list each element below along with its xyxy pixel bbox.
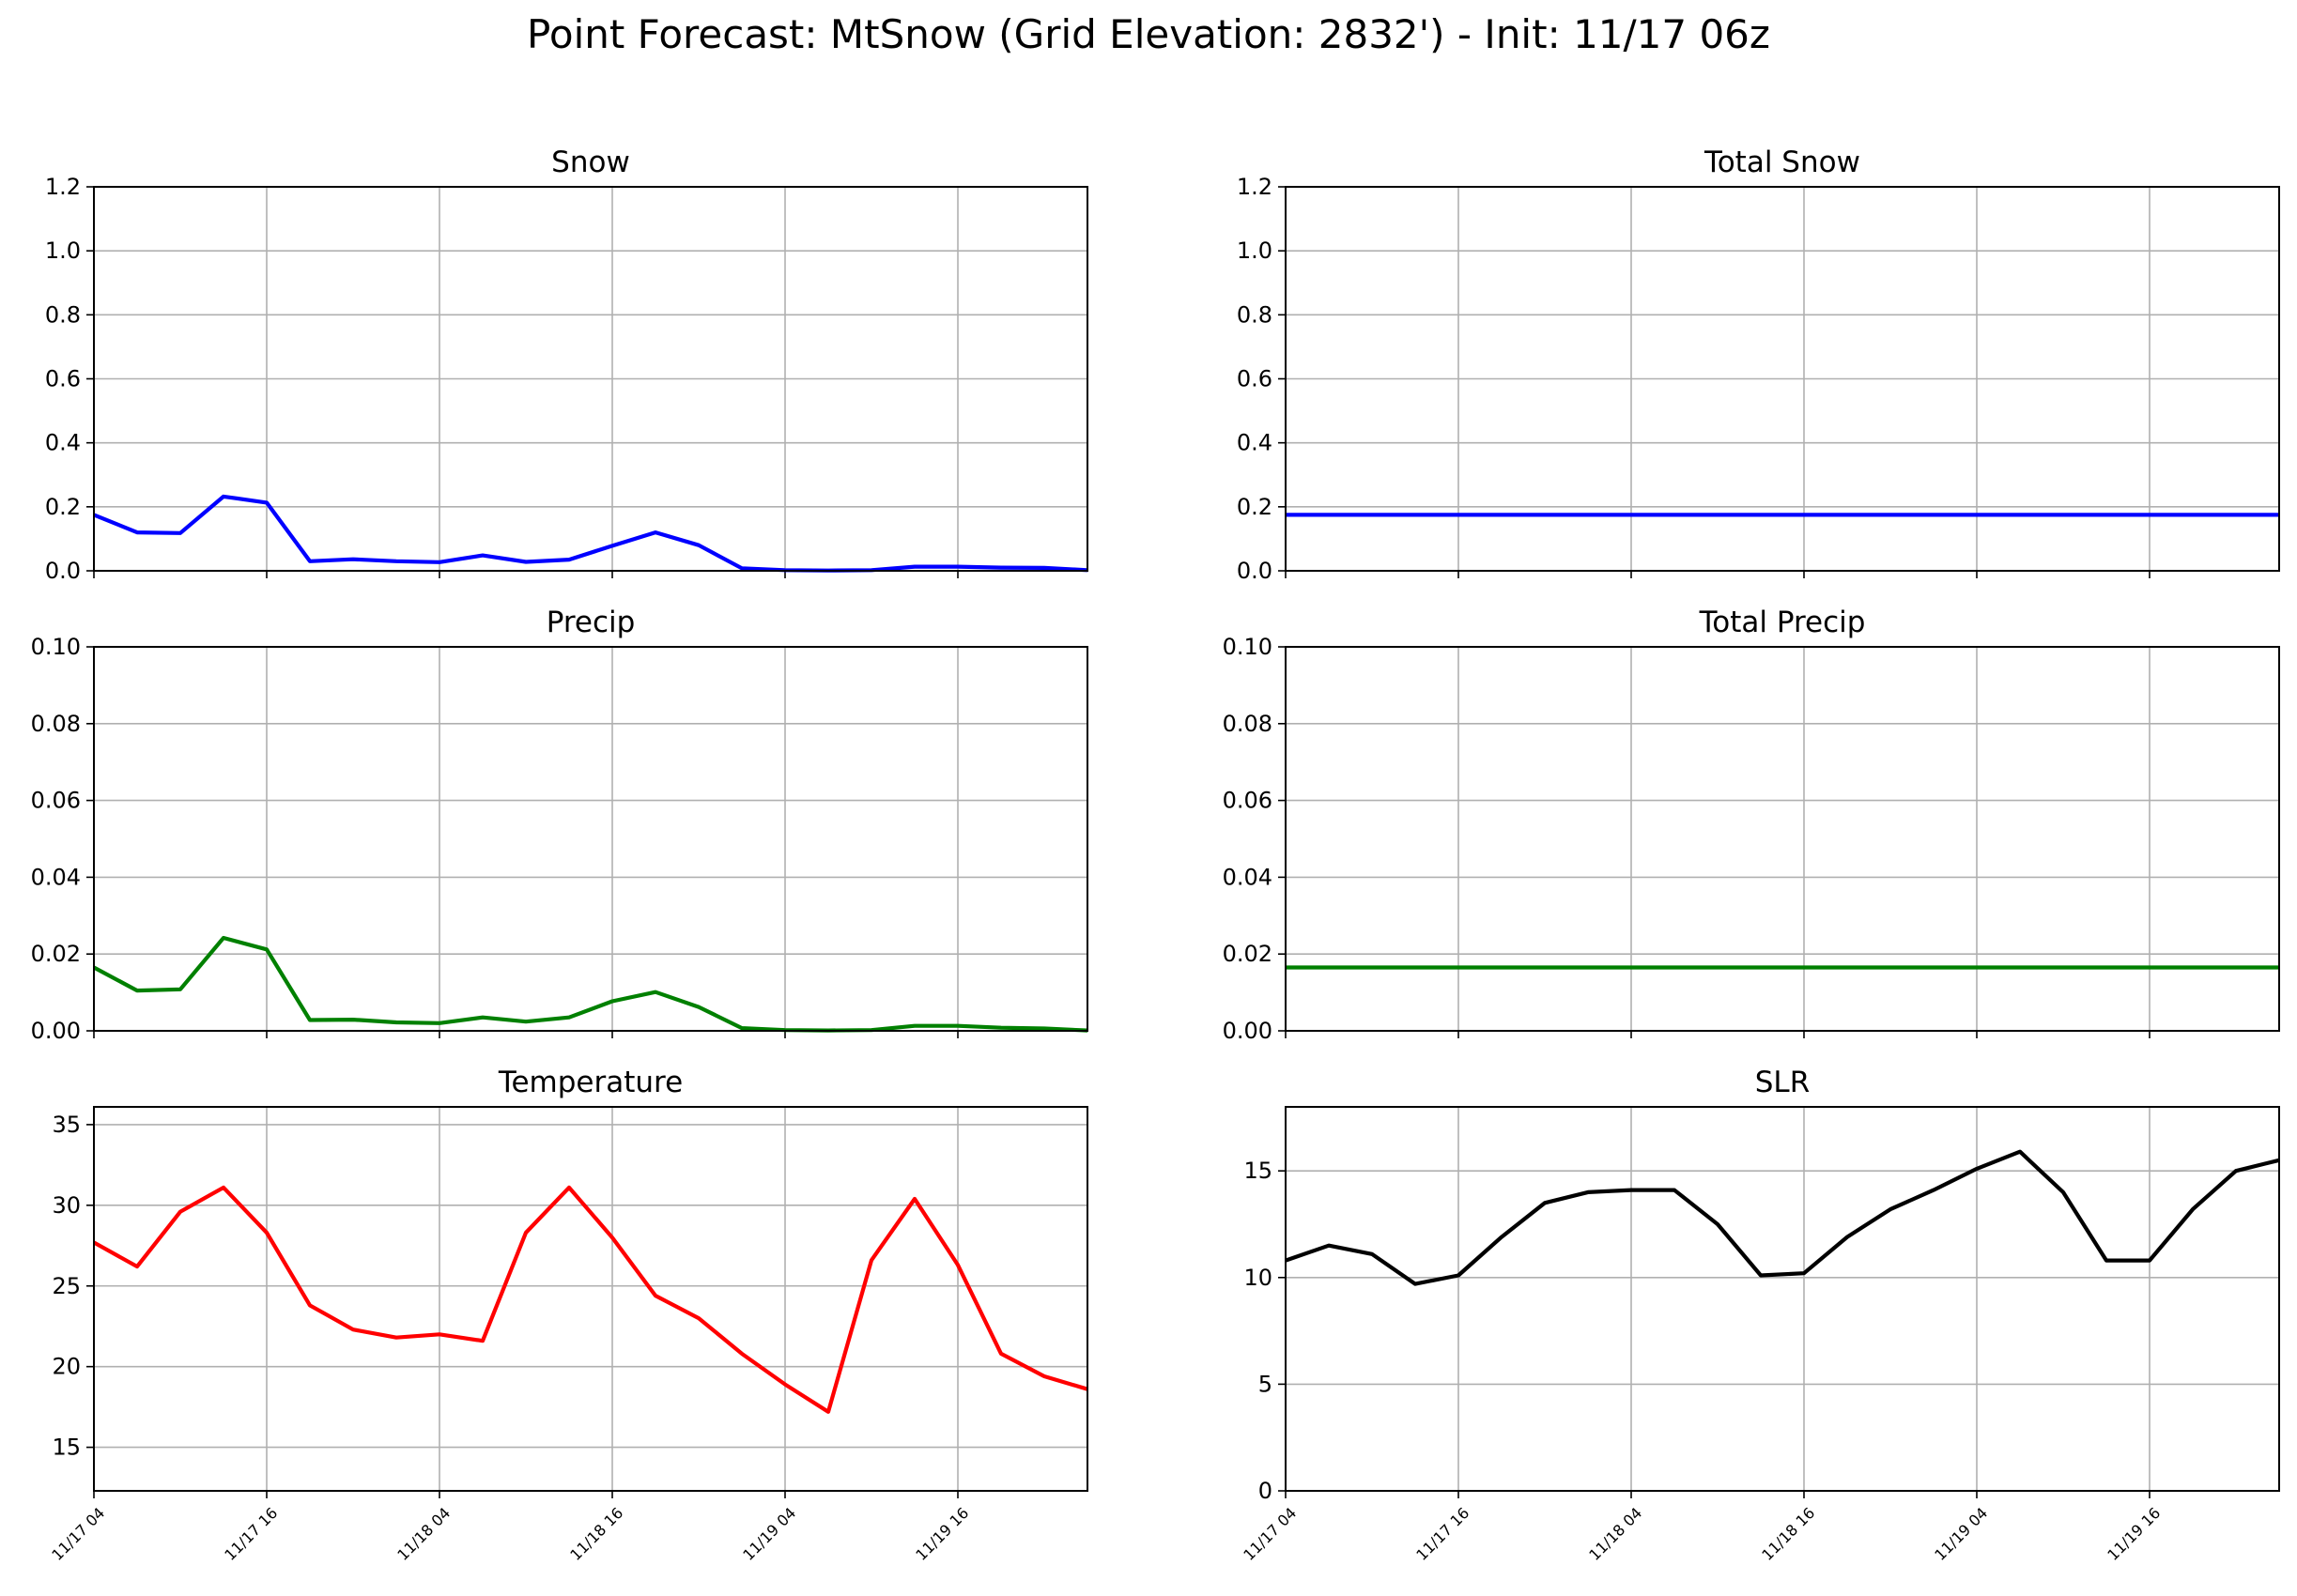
x-tick-label: 11/19 16 <box>2104 1504 2164 1564</box>
y-tick-label: 5 <box>1258 1371 1272 1397</box>
series-line-precip <box>93 935 1088 1033</box>
axes-frame <box>93 1106 1088 1492</box>
y-tick-label: 30 <box>52 1192 81 1219</box>
x-tick-label: 11/17 04 <box>1240 1504 1300 1564</box>
y-tick-label: 0.8 <box>45 301 81 328</box>
y-tick-label: 0.04 <box>31 864 81 890</box>
panel-total-precip: Total Precip 0.00 0.02 0.04 0.06 0.08 0.10 <box>1223 606 2280 1044</box>
y-tick-label: 0.06 <box>1223 788 1272 814</box>
series-line-temperature <box>92 1185 1088 1414</box>
panel-title: Total Precip <box>1699 606 1866 639</box>
x-tick-label: 11/17 04 <box>48 1504 108 1564</box>
y-tick-label: 15 <box>1243 1158 1272 1184</box>
y-tick-label: 0.4 <box>45 430 81 456</box>
y-tick-label: 0.10 <box>1223 634 1272 660</box>
panel-snow: Snow 0.0 0.2 0.4 0.6 0.8 1.0 1.2 <box>45 146 1088 584</box>
x-tick-label: 11/18 04 <box>1585 1504 1645 1564</box>
y-tick-label: 1.0 <box>45 238 81 264</box>
y-tick-label: 15 <box>52 1435 81 1461</box>
y-tick-label: 1.2 <box>1237 174 1272 200</box>
panel-title: Total Snow <box>1703 146 1860 179</box>
y-tick-label: 20 <box>52 1354 81 1380</box>
x-tick-label: 11/19 04 <box>1931 1504 1991 1564</box>
series-line-snow <box>93 494 1088 573</box>
figure-title: Point Forecast: MtSnow (Grid Elevation: … <box>527 11 1770 57</box>
panel-temperature: Temperature 15 20 25 30 35 11/17 04 11/17 16 11/… <box>48 1066 1088 1564</box>
axes-frame <box>1285 646 2280 1032</box>
panel-title: SLR <box>1755 1066 1811 1099</box>
axes-frame <box>93 646 1088 1032</box>
y-tick-label: 0.10 <box>31 634 81 660</box>
y-tick-label: 0.02 <box>1223 941 1272 967</box>
y-tick-label: 0.8 <box>1237 301 1272 328</box>
panel-title: Temperature <box>498 1066 683 1099</box>
axes-frame <box>1285 186 2280 572</box>
y-tick-label: 0.02 <box>31 941 81 967</box>
y-tick-label: 0.0 <box>45 558 81 584</box>
y-tick-label: 0.4 <box>1237 430 1272 456</box>
axes-frame <box>1285 1106 2280 1492</box>
y-tick-label: 0.08 <box>31 711 81 737</box>
x-tick-label: 11/17 16 <box>221 1504 281 1564</box>
y-tick-label: 0.6 <box>45 366 81 392</box>
y-tick-label: 0.04 <box>1223 864 1272 890</box>
y-tick-label: 0.0 <box>1237 558 1272 584</box>
series-line-slr <box>1285 1149 2280 1286</box>
panel-title: Snow <box>551 146 630 179</box>
y-tick-label: 1.2 <box>45 174 81 200</box>
axes-frame <box>93 186 1088 572</box>
y-tick-label: 10 <box>1243 1265 1272 1291</box>
y-tick-label: 0.2 <box>1237 494 1272 520</box>
y-tick-label: 25 <box>52 1273 81 1299</box>
y-tick-label: 0.2 <box>45 494 81 520</box>
y-tick-label: 0 <box>1258 1478 1272 1504</box>
x-tick-label: 11/18 16 <box>1758 1504 1818 1564</box>
panel-slr: SLR 0 5 10 15 11/17 04 11/17 16 11/18 04 11/18 1… <box>1240 1066 2280 1564</box>
x-tick-label: 11/18 04 <box>393 1504 454 1564</box>
y-tick-label: 1.0 <box>1237 238 1272 264</box>
x-tick-label: 11/19 04 <box>739 1504 799 1564</box>
panel-total-snow: Total Snow 0.0 0.2 0.4 0.6 0.8 1.0 1.2 <box>1237 146 2280 584</box>
x-tick-label: 11/17 16 <box>1412 1504 1472 1564</box>
x-tick-label: 11/18 16 <box>566 1504 626 1564</box>
y-tick-label: 0.06 <box>31 788 81 814</box>
panel-title: Precip <box>547 606 636 639</box>
y-tick-label: 0.00 <box>31 1018 81 1044</box>
y-tick-label: 35 <box>52 1112 81 1138</box>
y-tick-label: 0.08 <box>1223 711 1272 737</box>
y-tick-label: 0.6 <box>1237 366 1272 392</box>
y-tick-label: 0.00 <box>1223 1018 1272 1044</box>
panel-precip: Precip 0.00 0.02 0.04 0.06 0.08 0.10 <box>31 606 1088 1044</box>
x-tick-label: 11/19 16 <box>912 1504 972 1564</box>
